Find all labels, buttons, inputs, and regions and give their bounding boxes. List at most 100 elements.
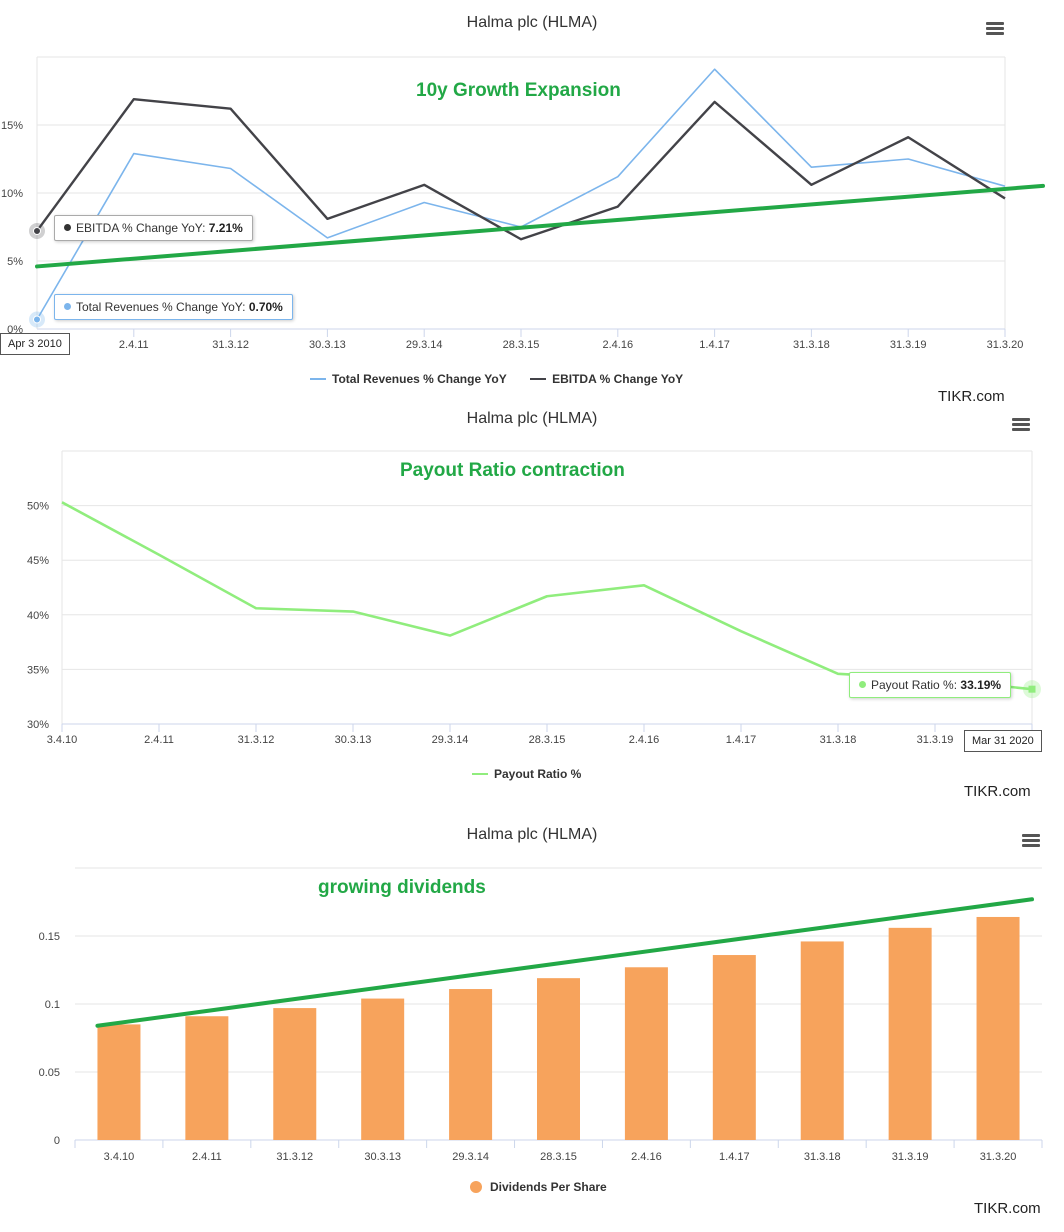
hover-marker	[33, 226, 41, 235]
tooltip-label: EBITDA % Change YoY:	[76, 221, 206, 235]
legend-item-ebitda[interactable]: EBITDA % Change YoY	[530, 372, 683, 386]
dividends-bar-chart: 0 0.05 0.1 0.15 3.4.10 2.4.11 31.3.12 30.3.13 29…	[39, 867, 1043, 1163]
chart-legend: Payout Ratio %	[462, 764, 591, 781]
x-tick-label: 31.3.18	[793, 339, 830, 351]
legend-label: Payout Ratio %	[494, 767, 582, 781]
y-tick-label: 0	[54, 1135, 60, 1147]
ebitda-tooltip: EBITDA % Change YoY: 7.21%	[54, 215, 253, 241]
chart-annotation: growing dividends	[318, 877, 486, 898]
chart-panel-dividends: Halma plc (HLMA) 0 0.05 0.1 0.15 3.4.10 2.4.1…	[0, 820, 1064, 1232]
y-tick-label: 45%	[27, 555, 49, 567]
legend-item-dividends[interactable]: Dividends Per Share	[470, 1180, 607, 1194]
chart-annotation: 10y Growth Expansion	[416, 80, 621, 101]
x-tick-label: 3.4.10	[104, 1151, 135, 1163]
y-tick-label: 30%	[27, 719, 49, 731]
x-tick-label: 28.3.15	[529, 734, 566, 746]
bar	[888, 927, 932, 1140]
bar	[537, 978, 580, 1140]
y-tick-label: 40%	[27, 610, 49, 622]
bar	[97, 1024, 141, 1140]
chart-annotation: Payout Ratio contraction	[400, 460, 625, 481]
tooltip-value: 0.70%	[248, 300, 283, 314]
x-tick-label: 30.3.13	[335, 734, 372, 746]
y-tick-label: 0.05	[39, 1067, 60, 1079]
revenue-tooltip: Total Revenues % Change YoY: 0.70%	[54, 294, 293, 320]
y-tick-label: 0.15	[39, 931, 60, 943]
chart-title: Halma plc (HLMA)	[466, 410, 598, 427]
chart-legend: Total Revenues % Change YoY EBITDA % Cha…	[300, 369, 693, 386]
x-tick-label: 31.3.12	[212, 339, 249, 351]
watermark: TIKR.com	[974, 1200, 1041, 1217]
legend-label: Total Revenues % Change YoY	[332, 372, 507, 386]
trend-line	[35, 183, 1045, 269]
x-tick-label: 31.3.19	[890, 339, 927, 351]
x-tick-label: 29.3.14	[432, 734, 469, 746]
tooltip-dot-icon	[64, 224, 71, 231]
x-tick-label: 31.3.19	[917, 734, 954, 746]
tooltip-dot-icon	[859, 681, 866, 688]
x-tick-label: 2.4.11	[144, 734, 174, 746]
legend-item-revenue[interactable]: Total Revenues % Change YoY	[310, 372, 507, 386]
legend-label: Dividends Per Share	[490, 1180, 607, 1194]
chart-title: Halma plc (HLMA)	[466, 14, 598, 31]
hover-marker	[33, 315, 41, 324]
x-tick-label: 2.4.11	[192, 1151, 222, 1163]
x-tick-label: 28.3.15	[540, 1151, 577, 1163]
x-tick-label: 2.4.16	[603, 339, 634, 351]
legend-swatch	[470, 1181, 482, 1193]
x-tick-label: 31.3.18	[820, 734, 857, 746]
series-line-payout	[61, 501, 1033, 691]
x-tick-label: 31.3.20	[987, 339, 1024, 351]
series-line-revenue	[36, 68, 1006, 320]
x-tick-label: 31.3.19	[892, 1151, 929, 1163]
bar	[800, 941, 844, 1140]
x-tick-label: 29.3.14	[452, 1151, 489, 1163]
y-tick-label: 10%	[1, 188, 23, 200]
x-tick-label: 30.3.13	[309, 339, 346, 351]
growth-line-chart: 0%5%10%15%2.4.11 31.3.12 30.3.13 29.3.14 28.…	[1, 56, 1045, 351]
tooltip-value: 33.19%	[960, 678, 1002, 692]
bar	[361, 998, 405, 1140]
bar	[624, 967, 668, 1140]
x-tick-label: 31.3.18	[804, 1151, 841, 1163]
x-tick-label: 1.4.17	[719, 1151, 750, 1163]
bar	[273, 1008, 317, 1140]
x-axis-flag: Apr 3 2010	[0, 333, 70, 355]
legend-swatch	[530, 378, 547, 380]
chart-panel-payout: Halma plc (HLMA) 30% 35% 40% 45% 50% 3.4.10 2.…	[0, 408, 1064, 804]
watermark: TIKR.com	[938, 388, 1005, 405]
y-tick-label: 15%	[1, 120, 23, 132]
chart-legend: Dividends Per Share	[460, 1180, 617, 1196]
x-tick-label: 29.3.14	[406, 339, 443, 351]
y-tick-label: 0.1	[45, 999, 60, 1011]
legend-swatch	[472, 773, 488, 775]
legend-swatch	[310, 378, 326, 380]
x-tick-label: 30.3.13	[364, 1151, 401, 1163]
legend-label: EBITDA % Change YoY	[552, 372, 684, 386]
x-tick-label: 2.4.16	[631, 1151, 662, 1163]
x-tick-label: 31.3.20	[980, 1151, 1017, 1163]
chart-title: Halma plc (HLMA)	[466, 826, 598, 843]
tooltip-dot-icon	[64, 303, 71, 310]
x-tick-label: 1.4.17	[726, 734, 757, 746]
hamburger-menu-icon[interactable]	[1012, 418, 1030, 432]
x-tick-label: 31.3.12	[276, 1151, 313, 1163]
hamburger-menu-icon[interactable]	[986, 22, 1004, 36]
y-tick-label: 35%	[27, 664, 49, 676]
bar	[712, 955, 756, 1140]
bar	[449, 989, 493, 1140]
hover-marker	[1028, 685, 1036, 693]
tooltip-label: Payout Ratio %:	[871, 678, 958, 692]
hamburger-menu-icon[interactable]	[1022, 834, 1040, 848]
x-tick-label: 31.3.12	[238, 734, 275, 746]
y-tick-label: 5%	[7, 256, 23, 268]
payout-tooltip: Payout Ratio %: 33.19%	[849, 672, 1012, 698]
trend-line	[95, 897, 1034, 1028]
x-tick-label: 2.4.16	[629, 734, 660, 746]
tooltip-label: Total Revenues % Change YoY:	[76, 300, 246, 314]
x-tick-label: 1.4.17	[699, 339, 730, 351]
tooltip-value: 7.21%	[208, 221, 243, 235]
bar	[185, 1016, 229, 1140]
y-tick-label: 50%	[27, 501, 49, 513]
legend-item-payout[interactable]: Payout Ratio %	[472, 767, 581, 781]
